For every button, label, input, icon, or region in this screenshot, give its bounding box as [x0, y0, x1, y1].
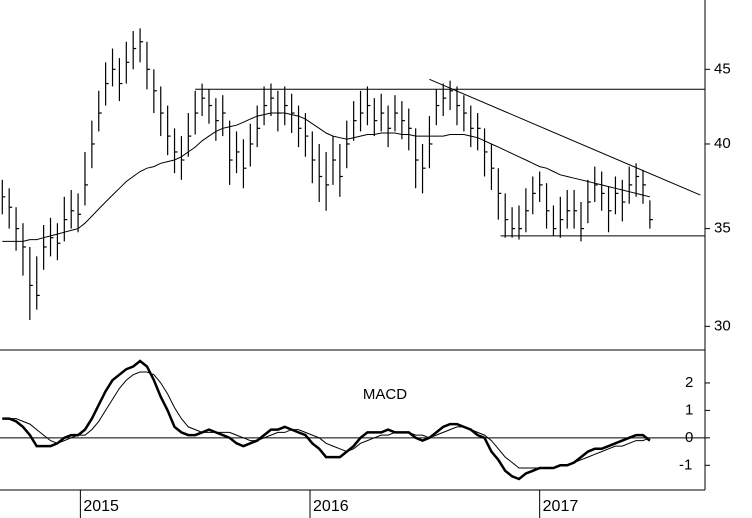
y-tick-label: 35: [714, 220, 731, 237]
macd-y-tick-label: 1: [685, 401, 693, 418]
x-tick-label: 2016: [313, 498, 349, 515]
moving-average: [2, 112, 651, 242]
macd-title: MACD: [363, 386, 407, 403]
x-tick-label: 2017: [543, 498, 579, 515]
y-tick-label: 40: [714, 135, 731, 152]
x-tick-label: 2015: [83, 498, 119, 515]
macd-y-tick-label: 2: [685, 374, 693, 391]
y-tick-label: 30: [714, 317, 731, 334]
macd-line: [2, 359, 651, 481]
y-tick-label: 45: [714, 60, 731, 77]
trend-line: [429, 78, 701, 196]
macd-signal-line: [2, 371, 651, 469]
macd-y-tick-label: 0: [685, 429, 693, 446]
macd-y-tick-label: -1: [679, 456, 692, 473]
